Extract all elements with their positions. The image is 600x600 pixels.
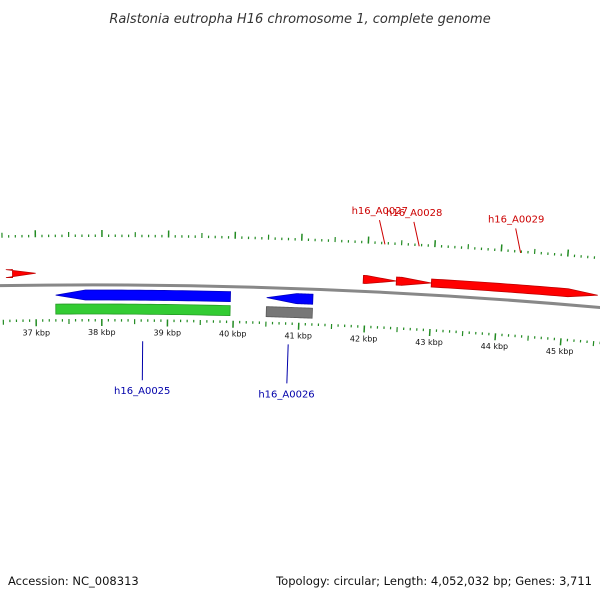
gene-leader-line [378,219,386,245]
gene-label[interactable]: h16_A0027 [352,206,408,217]
inner-tick-mark [559,338,562,346]
chromosome-backbone [0,283,600,310]
position-label: 43 kbp [415,338,443,347]
genome-summary-text: Topology: circular; Length: 4,052,032 bp… [276,574,592,588]
position-label: 45 kbp [546,347,574,356]
gene-label[interactable]: h16_A0025 [114,386,170,397]
position-label: 40 kbp [219,330,247,339]
gene-leader-line [286,344,289,384]
position-label: 44 kbp [481,342,509,351]
position-label: 38 kbp [88,328,116,337]
feature-arrow [395,276,432,286]
position-labels: 37 kbp 38 kbp 39 kbp 40 kbp 41 kbp 42 kbp 43 k… [23,328,574,356]
outer-tick-track [1,230,596,259]
accession-text: Accession: NC_008313 [8,574,139,588]
position-label: 39 kbp [154,328,182,337]
gene-leader-line [515,228,522,253]
map-title: Ralstonia eutropha H16 chromosome 1, com… [109,12,490,27]
position-label: 42 kbp [350,334,378,343]
gene-label[interactable]: h16_A0029 [488,214,544,225]
feature-track [5,269,598,319]
feature-arrow [430,278,598,298]
feature-arrow [5,269,36,279]
inner-tick-track [2,319,600,347]
gene-label[interactable]: h16_A0028 [386,208,442,219]
feature-arrow [265,306,313,319]
feature-arrow [266,293,314,305]
gene-leader-line [413,221,420,247]
position-label: 41 kbp [284,332,312,341]
position-label: 37 kbp [23,328,51,337]
feature-arrow [55,289,231,303]
feature-arrow [55,303,231,317]
gene-label[interactable]: h16_A0026 [258,389,314,400]
outer-tick-mark [566,249,570,257]
feature-arrow [362,274,397,284]
